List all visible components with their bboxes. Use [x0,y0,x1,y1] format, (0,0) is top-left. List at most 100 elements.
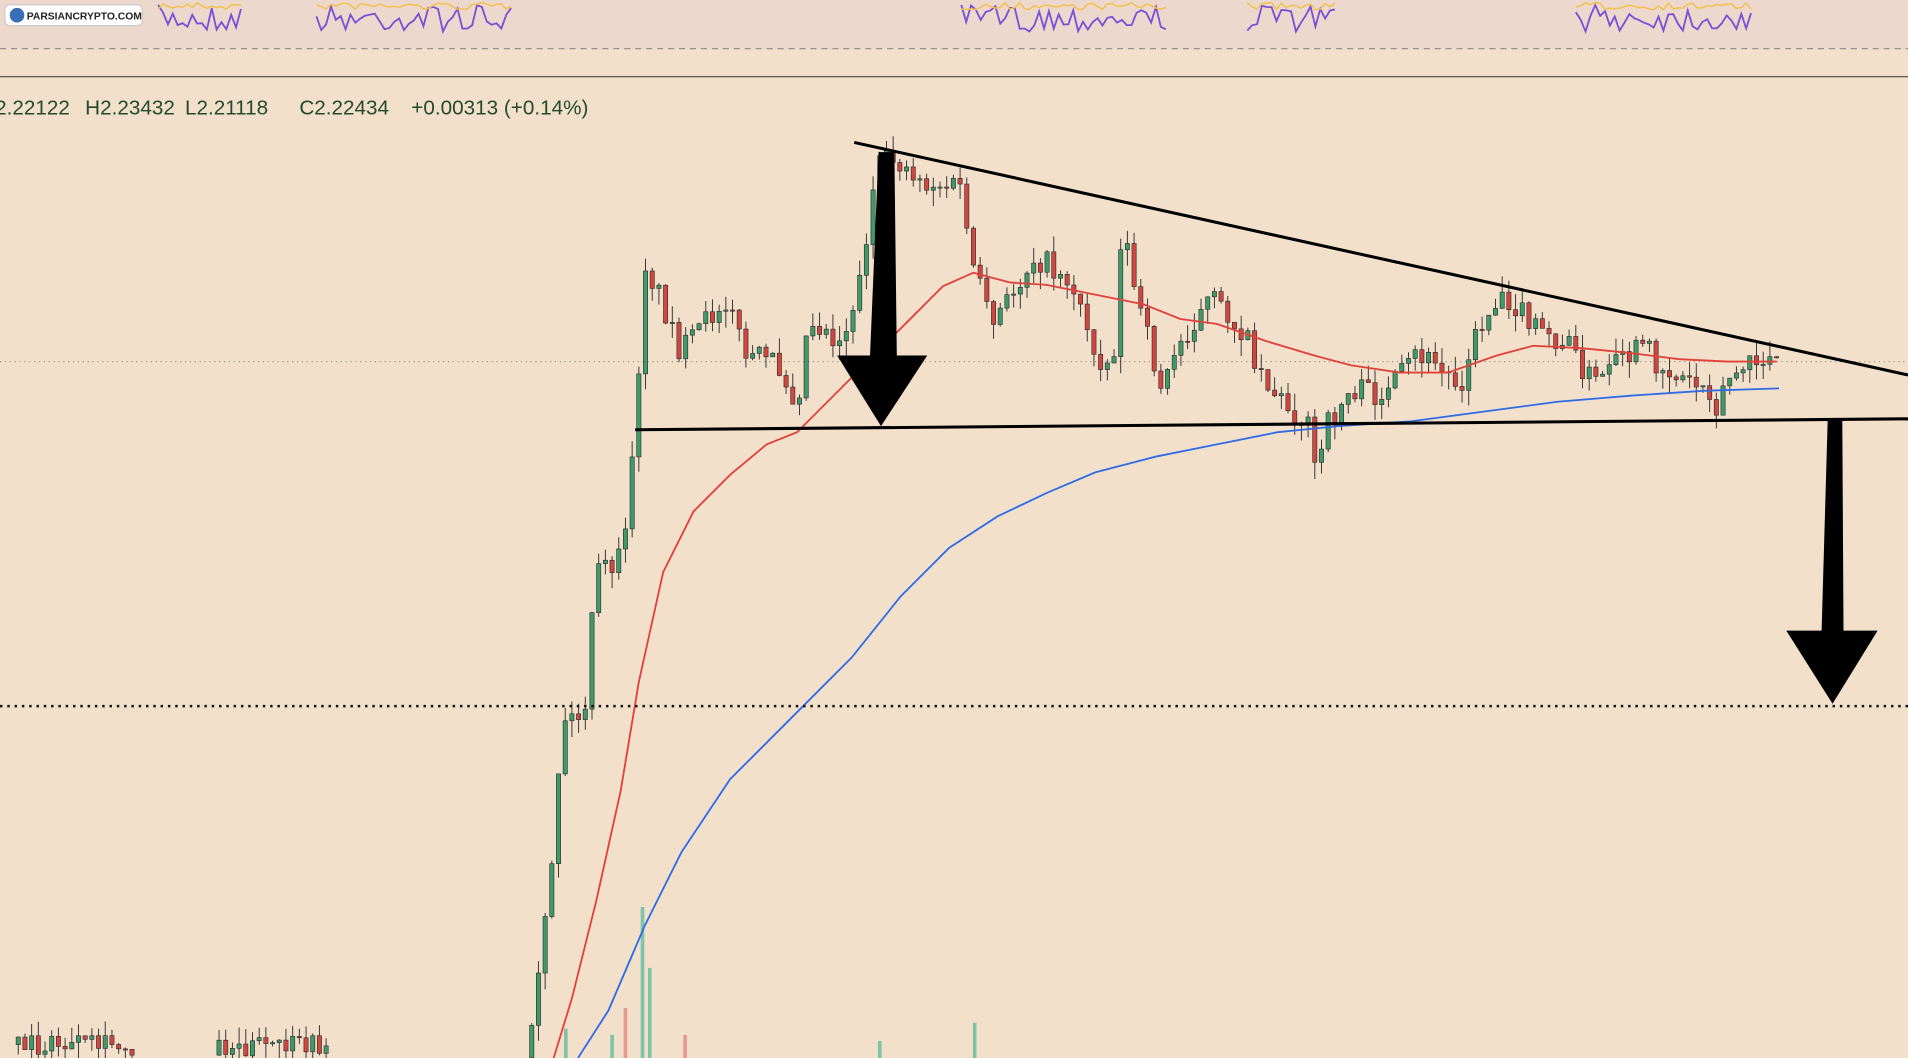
ma-red [552,271,1777,1058]
candle-body [790,386,796,405]
candle-body [689,329,695,336]
candle-body [1091,329,1097,355]
ohlc-open: 2.22122 [0,96,70,119]
volume-bar [623,1008,628,1058]
candle-body [1272,389,1278,397]
candle-body [1727,377,1733,387]
candle-body [636,373,642,458]
rsi-signal [157,1,241,10]
candle-body [1258,368,1264,370]
candle-body [803,335,809,399]
ma-blue [577,387,1780,1058]
candle-body [830,328,836,347]
candle-body [1078,293,1083,305]
indicator-panel [0,0,1908,49]
candle-body [1064,274,1070,286]
candle-body [1145,307,1150,327]
candle-body [977,264,983,279]
watermark-box [4,4,143,27]
candle-body [1667,370,1672,378]
candle-body [656,284,662,289]
candle-body [1472,329,1478,361]
candle-body [1526,302,1532,329]
candle-body [1325,412,1331,450]
candle-body [602,559,608,564]
candle-body [1098,353,1104,370]
candle-body [1158,370,1164,389]
candle-body [1051,251,1057,279]
candle-body [649,270,655,289]
candle-body [1058,274,1063,279]
volume-bar [683,1034,687,1058]
candle-body [589,612,595,710]
candle-body [1011,293,1017,296]
candle-body [223,1039,229,1055]
candle-body [1372,382,1378,406]
candle-body [669,322,675,324]
candle-body [756,346,762,354]
candle-body [1332,412,1338,423]
candle-body [1546,328,1552,335]
candle-body [96,1035,101,1049]
candle-body [1774,356,1780,359]
candle-body [549,863,555,917]
candle-body [1138,286,1144,309]
candle-body [663,284,669,324]
volume-bar [640,907,645,1058]
candle-body [1399,363,1405,372]
candle-body [736,309,742,330]
candle-body [810,326,816,337]
watermark-text: PARSIANCRYPTO.COM [27,11,142,22]
candle-body [1566,336,1572,346]
candle-body [582,708,588,720]
candle-body [870,189,876,245]
candle-body [696,323,702,331]
candle-body [1432,352,1438,364]
candle-body [1693,376,1699,388]
candle-body [857,275,863,311]
candle-body [1426,352,1431,364]
candle-body [910,166,916,181]
candle-body [1513,309,1519,317]
candle-body [1419,349,1425,364]
candle-body [1580,349,1585,380]
candle-body [676,322,682,360]
rsi-line [1575,2,1752,35]
candle-body [683,334,689,360]
volume-bar [647,967,652,1058]
candle-body [1252,330,1257,369]
candle-body [1379,399,1385,406]
volume-bar [972,1022,977,1058]
candle-body [1626,351,1632,363]
candle-body [1700,385,1706,388]
candle-body [1466,359,1472,391]
candle-body [1185,340,1191,343]
rsi-signal [961,1,1166,11]
candle-body [1218,291,1224,302]
candle-body [937,186,943,189]
candle-body [723,309,729,312]
candle-body [236,1043,242,1049]
candle-body [1031,262,1037,274]
candle-body [283,1039,289,1052]
candle-body [1205,296,1211,310]
ohlc-low: L2.21118 [185,96,268,119]
candle-body [1225,300,1231,323]
candle-body [1238,328,1244,341]
candle-body [850,310,856,332]
candle-body [1646,340,1652,344]
candle-body [1680,375,1686,381]
candle-body [716,310,722,323]
candle-body [1747,355,1753,371]
candle-body [1519,302,1525,317]
candle-body [1412,349,1418,359]
candle-body [750,353,756,359]
candle-body [971,227,976,266]
candle-body [1633,339,1639,363]
candle-body [1017,286,1023,295]
candle-body [1600,373,1606,377]
candle-body [596,563,602,613]
candle-body [229,1048,235,1055]
candle-body [1673,376,1679,381]
